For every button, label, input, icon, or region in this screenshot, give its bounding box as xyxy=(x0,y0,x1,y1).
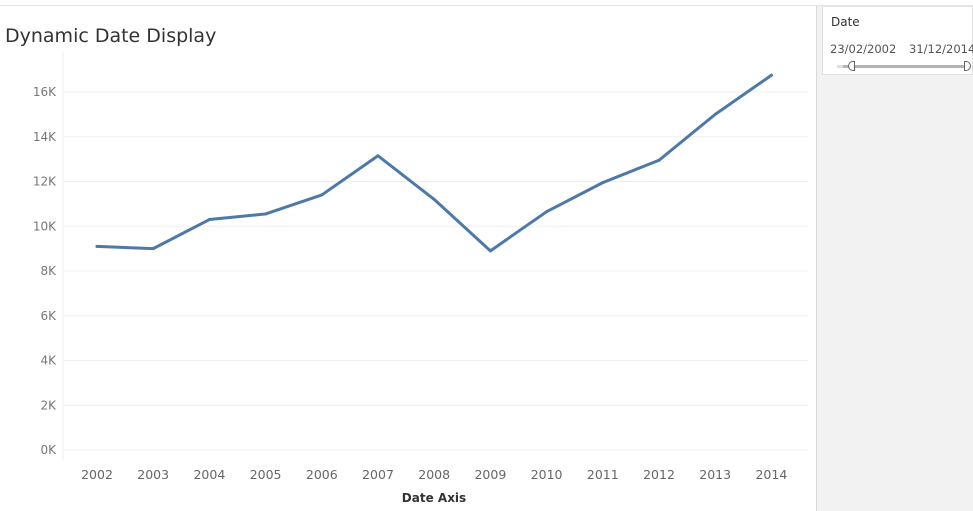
x-tick-label: 2006 xyxy=(306,467,338,482)
filter-title: Date xyxy=(831,15,860,29)
data-point[interactable] xyxy=(601,181,605,185)
data-points xyxy=(95,73,773,253)
gridlines xyxy=(63,91,808,451)
y-tick-label: 14K xyxy=(33,130,57,144)
chart-panel: Dynamic Date Display xyxy=(0,6,817,511)
data-point[interactable] xyxy=(657,158,661,162)
x-tick-label: 2013 xyxy=(699,467,731,482)
x-tick-label: 2003 xyxy=(137,467,169,482)
data-point[interactable] xyxy=(376,154,380,158)
data-point[interactable] xyxy=(432,197,436,201)
data-point[interactable] xyxy=(264,212,268,216)
filter-panel: Date 23/02/2002 31/12/2014 xyxy=(817,6,973,511)
x-tick-label: 2005 xyxy=(250,467,282,482)
data-point[interactable] xyxy=(320,193,324,197)
x-tick-label: 2008 xyxy=(418,467,450,482)
y-tick-label: 2K xyxy=(40,398,57,412)
slider-track-extension xyxy=(837,65,843,68)
date-filter-card: Date 23/02/2002 31/12/2014 xyxy=(822,6,973,75)
filter-end-date[interactable]: 31/12/2014 xyxy=(909,42,973,56)
chart-title: Dynamic Date Display xyxy=(5,25,217,47)
y-tick-label: 16K xyxy=(33,85,57,99)
y-tick-label: 10K xyxy=(33,219,57,233)
x-axis-title: Date Axis xyxy=(402,491,466,505)
x-tick-label: 2010 xyxy=(531,467,563,482)
filter-start-date[interactable]: 23/02/2002 xyxy=(830,42,897,56)
data-point[interactable] xyxy=(95,244,99,248)
slider-start-handle[interactable] xyxy=(848,61,855,71)
series-line[interactable] xyxy=(95,73,773,253)
x-tick-label: 2011 xyxy=(587,467,619,482)
top-border xyxy=(0,5,973,6)
x-tick-label: 2002 xyxy=(81,467,113,482)
data-point[interactable] xyxy=(769,73,773,77)
x-tick-label: 2009 xyxy=(474,467,506,482)
y-tick-label: 0K xyxy=(40,443,57,457)
x-tick-label: 2007 xyxy=(362,467,394,482)
data-point[interactable] xyxy=(151,247,155,251)
x-axis-ticks: 2002 2003 2004 2005 2006 2007 2008 2009 2010 2011… xyxy=(81,467,787,482)
slider-end-handle[interactable] xyxy=(964,61,971,71)
x-tick-label: 2004 xyxy=(193,467,225,482)
y-tick-label: 6K xyxy=(40,309,57,323)
x-tick-label: 2012 xyxy=(643,467,675,482)
x-tick-label: 2014 xyxy=(755,467,787,482)
data-point[interactable] xyxy=(488,249,492,253)
y-tick-label: 12K xyxy=(33,175,57,189)
y-tick-label: 4K xyxy=(40,354,57,368)
data-point[interactable] xyxy=(207,218,211,222)
data-point[interactable] xyxy=(713,112,717,116)
date-range-slider-track[interactable] xyxy=(843,65,968,68)
y-axis-ticks: 0K 2K 4K 6K 8K 10K 12K 14K 16K xyxy=(33,85,57,457)
y-tick-label: 8K xyxy=(40,264,57,278)
data-point[interactable] xyxy=(545,210,549,214)
